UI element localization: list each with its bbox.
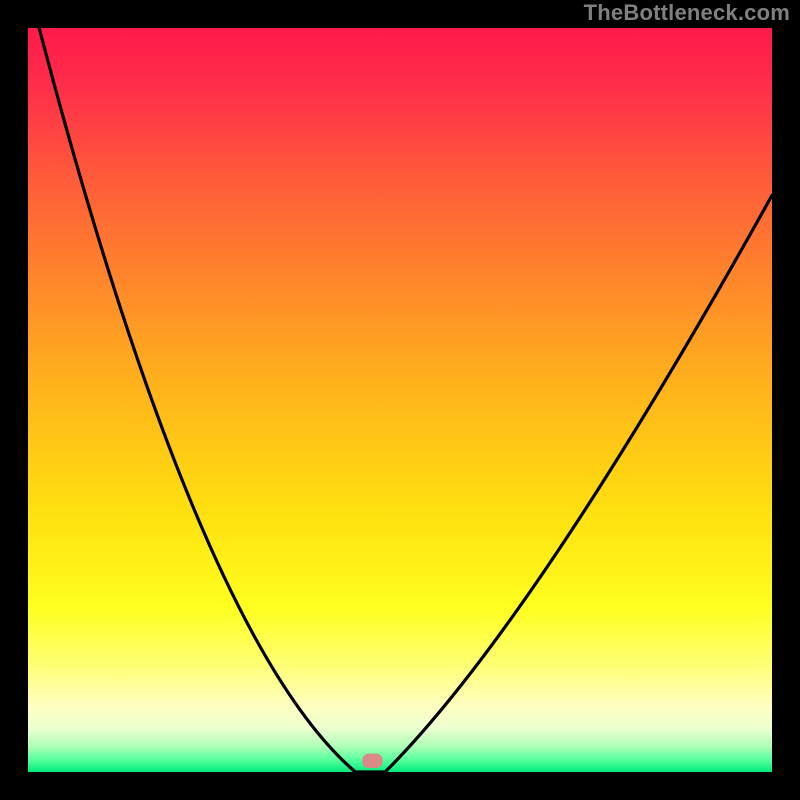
chart-container: TheBottleneck.com — [0, 0, 800, 800]
plot-background-gradient — [28, 28, 772, 772]
watermark-text: TheBottleneck.com — [584, 0, 790, 26]
bottleneck-chart — [0, 0, 800, 800]
optimum-marker — [363, 754, 382, 767]
